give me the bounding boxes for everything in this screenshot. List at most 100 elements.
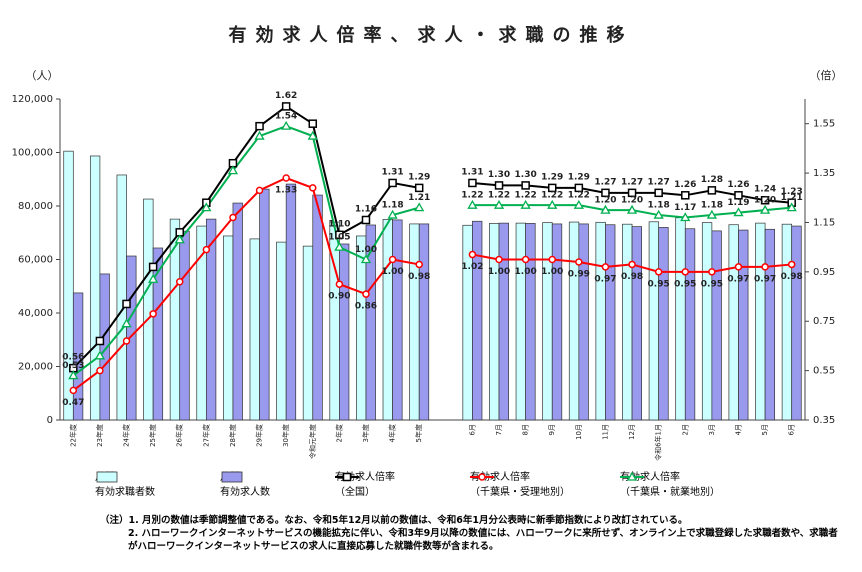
bar (89, 155, 101, 421)
marker (601, 263, 610, 271)
bar (339, 243, 350, 421)
note: （注）1. 月別の数値は季節調整値である。なお、令和5年12月以前の数値は、令和… (100, 515, 688, 526)
marker (759, 204, 771, 214)
data-label: 1.22 (515, 191, 537, 201)
legend-marker (478, 473, 486, 481)
data-label: 1.30 (488, 170, 510, 180)
marker (361, 215, 371, 225)
marker (148, 273, 159, 283)
bar (99, 273, 110, 421)
marker (95, 336, 105, 346)
legend-symbol (335, 472, 359, 482)
y-tick-label: 0 (47, 415, 53, 426)
data-label: 1.00 (488, 267, 510, 277)
marker (601, 188, 610, 198)
x-tick-label: 24年度 (122, 424, 131, 447)
marker (255, 186, 264, 195)
y-tick-label: 100,000 (12, 148, 53, 159)
data-label: 1.17 (674, 203, 696, 213)
data-label: 1.22 (541, 191, 563, 201)
marker (96, 366, 104, 375)
marker (227, 165, 239, 175)
legend-symbol (221, 471, 243, 483)
bar (764, 228, 776, 421)
y2-tick-label: 1.15 (813, 217, 835, 228)
marker (335, 280, 344, 288)
marker (335, 230, 344, 240)
y2-tick-label: 1.35 (813, 168, 835, 179)
data-label: 0.97 (727, 274, 749, 284)
legend-marker (342, 472, 352, 482)
data-label: 1.29 (568, 172, 590, 182)
x-tick-label: 29年度 (255, 424, 264, 447)
marker (734, 191, 743, 200)
data-label: 1.33 (275, 186, 297, 196)
marker (628, 260, 636, 269)
legend-label: 有効求人倍率 （千葉県・就業地別） (620, 472, 720, 498)
x-tick-label: 4年度 (388, 424, 397, 442)
data-label: 1.23 (781, 187, 803, 197)
marker (148, 262, 158, 272)
bar (631, 226, 642, 421)
bar (302, 245, 314, 421)
data-label: 0.97 (754, 274, 776, 284)
marker (362, 290, 370, 298)
bar (365, 224, 376, 421)
marker (281, 120, 292, 130)
bar (578, 223, 589, 421)
data-label: 1.22 (568, 191, 590, 201)
bar (276, 241, 287, 421)
bar (179, 230, 190, 421)
bar (223, 235, 234, 421)
marker (547, 183, 557, 193)
y-tick-label: 80,000 (18, 201, 53, 212)
bar (675, 217, 686, 421)
bar (658, 227, 669, 421)
marker (414, 183, 424, 193)
bar (392, 219, 403, 421)
y-tick-label: 120,000 (12, 94, 53, 105)
marker (600, 204, 611, 214)
x-tick-label: 令和6年1月 (654, 424, 663, 461)
y-tick-label: 20,000 (18, 362, 53, 373)
x-tick-label: 22年度 (68, 424, 77, 447)
x-tick-label: 5月 (761, 424, 769, 435)
bar (711, 230, 722, 421)
data-label: 1.00 (381, 267, 403, 277)
marker (708, 268, 716, 276)
chart: 有効求人倍率、求人・求職の推移 （人） （倍） 0 20,000 40,000 60,… (12, 24, 843, 461)
data-label: 0.95 (701, 279, 723, 289)
x-tick-label: 6月 (468, 424, 476, 435)
legend-swatch (221, 471, 243, 483)
marker (174, 234, 185, 244)
marker (309, 184, 317, 192)
bar (791, 225, 802, 421)
y-tick-label: 40,000 (18, 308, 53, 319)
bar (551, 223, 563, 421)
data-label: 1.19 (727, 198, 749, 208)
marker (707, 186, 717, 195)
bar (515, 222, 526, 421)
data-label: 1.31 (461, 167, 483, 177)
marker (654, 188, 663, 198)
marker (468, 178, 477, 188)
data-label: 0.97 (594, 274, 616, 284)
bar (72, 292, 84, 421)
data-label: 1.00 (355, 245, 377, 255)
legend: 月間 有効求職者数 月間 有効求人数 有効求人倍率 （全国） 有効求人倍率 （千葉県・… (95, 470, 795, 506)
marker (654, 268, 663, 276)
data-label: 1.26 (674, 180, 696, 190)
bar (525, 223, 536, 421)
bar (472, 220, 483, 421)
data-label: 1.16 (355, 204, 377, 214)
bar (605, 224, 616, 421)
marker (548, 255, 556, 264)
marker (786, 202, 797, 212)
marker (415, 260, 423, 269)
x-tick-label: 28年度 (228, 424, 237, 447)
data-label: 0.98 (408, 272, 430, 282)
data-label: 1.27 (648, 177, 670, 187)
data-label: 0.56 (62, 353, 84, 363)
data-label: 1.22 (461, 191, 483, 201)
bar (285, 183, 297, 421)
